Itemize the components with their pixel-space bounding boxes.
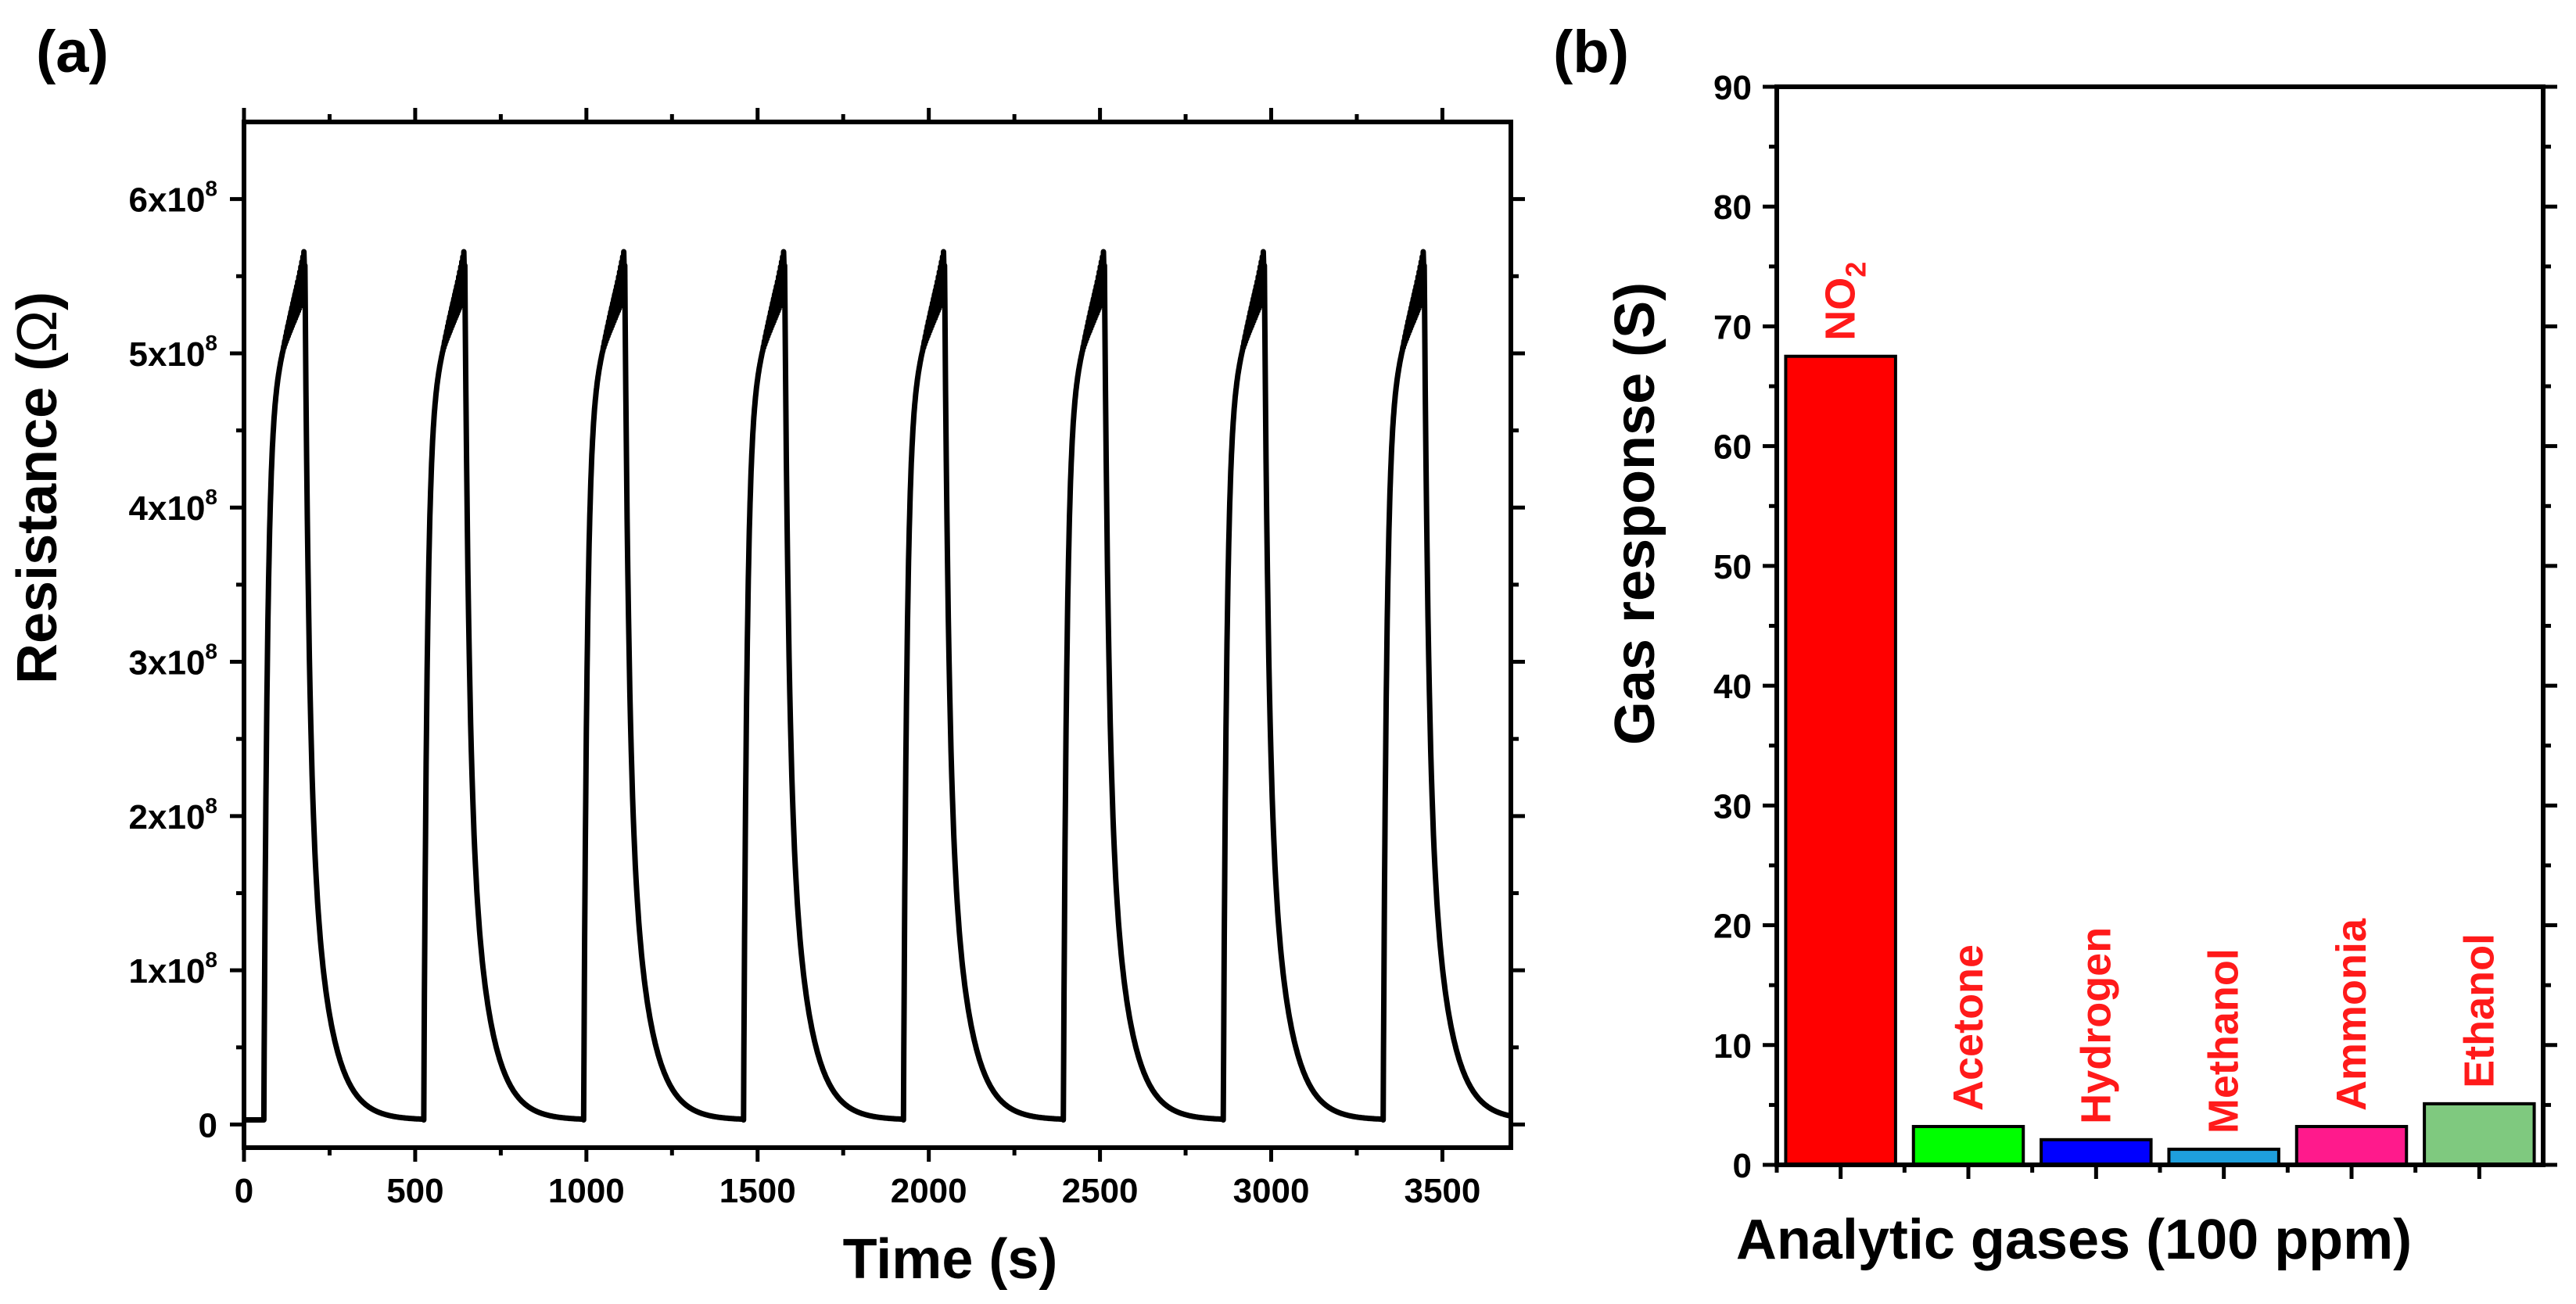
y-tick-label-10: 10	[1713, 1027, 1752, 1066]
y-tick-label: 0	[199, 1106, 217, 1145]
y-tick-label-70: 70	[1713, 308, 1752, 346]
x-tick-label-1000: 1000	[548, 1172, 625, 1210]
bar-label-methanol: Methanol	[2201, 948, 2248, 1134]
y-tick-label-20: 20	[1713, 908, 1752, 946]
panel-a-frame	[242, 120, 1513, 1150]
panel-b-plot-area: NO2 Acetone Hydrogen Methanol Ammonia Ethanol…	[1713, 69, 2557, 1185]
panel-a-label: (a)	[36, 19, 109, 85]
panel-a-plot-area: 0 500 1000 1500 2000 2500 3000 3500 0 1x108 2x108 3…	[129, 108, 1525, 1210]
x-tick-label-0: 0	[235, 1172, 253, 1210]
y-tick-label-60: 60	[1713, 428, 1752, 467]
y-tick-label-30: 30	[1713, 787, 1752, 826]
x-tick-label-3000: 3000	[1233, 1172, 1310, 1210]
panel-a-resistance-chart: (a) 0 500 1000 1500 2000 2500 3000 3500 0 1x108 2x…	[6, 19, 1525, 1291]
panel-b-gas-response-chart: (b) NO2 Acetone Hydrogen Methanol Ammonia Eth…	[1553, 19, 2557, 1271]
panel-b-y-axis-title: Gas response (S)	[1604, 282, 1667, 745]
x-tick-label-3500: 3500	[1404, 1172, 1480, 1210]
bar-ammonia	[2294, 1124, 2409, 1166]
bar-label-acetone: Acetone	[1945, 944, 1992, 1111]
x-tick-label-500: 500	[386, 1172, 443, 1210]
x-tick-label-1500: 1500	[719, 1172, 796, 1210]
y-tick-label-0: 0	[1733, 1147, 1752, 1185]
y-tick-label-80: 80	[1713, 188, 1752, 227]
y-tick-label-90: 90	[1713, 69, 1752, 107]
bar-hydrogen	[2040, 1137, 2153, 1167]
y-tick-label: 5x108	[129, 331, 217, 374]
bar-ethanol	[2423, 1102, 2536, 1167]
bar-label-ammonia: Ammonia	[2328, 918, 2375, 1111]
bar-no2	[1784, 354, 1897, 1166]
bar-label-no2: NO2	[1817, 262, 1872, 341]
panel-b-label: (b)	[1553, 19, 1629, 85]
y-tick-label: 2x108	[129, 794, 217, 836]
y-tick-label: 1x108	[129, 948, 217, 991]
bar-acetone	[1911, 1124, 2025, 1166]
y-tick-label-40: 40	[1713, 668, 1752, 706]
bar-label-hydrogen: Hydrogen	[2072, 927, 2119, 1124]
y-tick-label: 4x108	[129, 485, 217, 528]
panel-a-y-axis-title: Resistance (Ω)	[6, 292, 69, 684]
x-tick-label-2000: 2000	[891, 1172, 967, 1210]
panel-b-x-axis-title: Analytic gases (100 ppm)	[1736, 1209, 2412, 1271]
panel-a-x-axis-title: Time (s)	[843, 1228, 1058, 1291]
resistance-series-line	[242, 249, 1513, 1123]
x-tick-label-2500: 2500	[1062, 1172, 1139, 1210]
y-tick-label: 6x108	[129, 177, 217, 220]
y-tick-label: 3x108	[129, 639, 217, 682]
y-tick-label-50: 50	[1713, 548, 1752, 586]
bar-label-ethanol: Ethanol	[2456, 933, 2502, 1088]
